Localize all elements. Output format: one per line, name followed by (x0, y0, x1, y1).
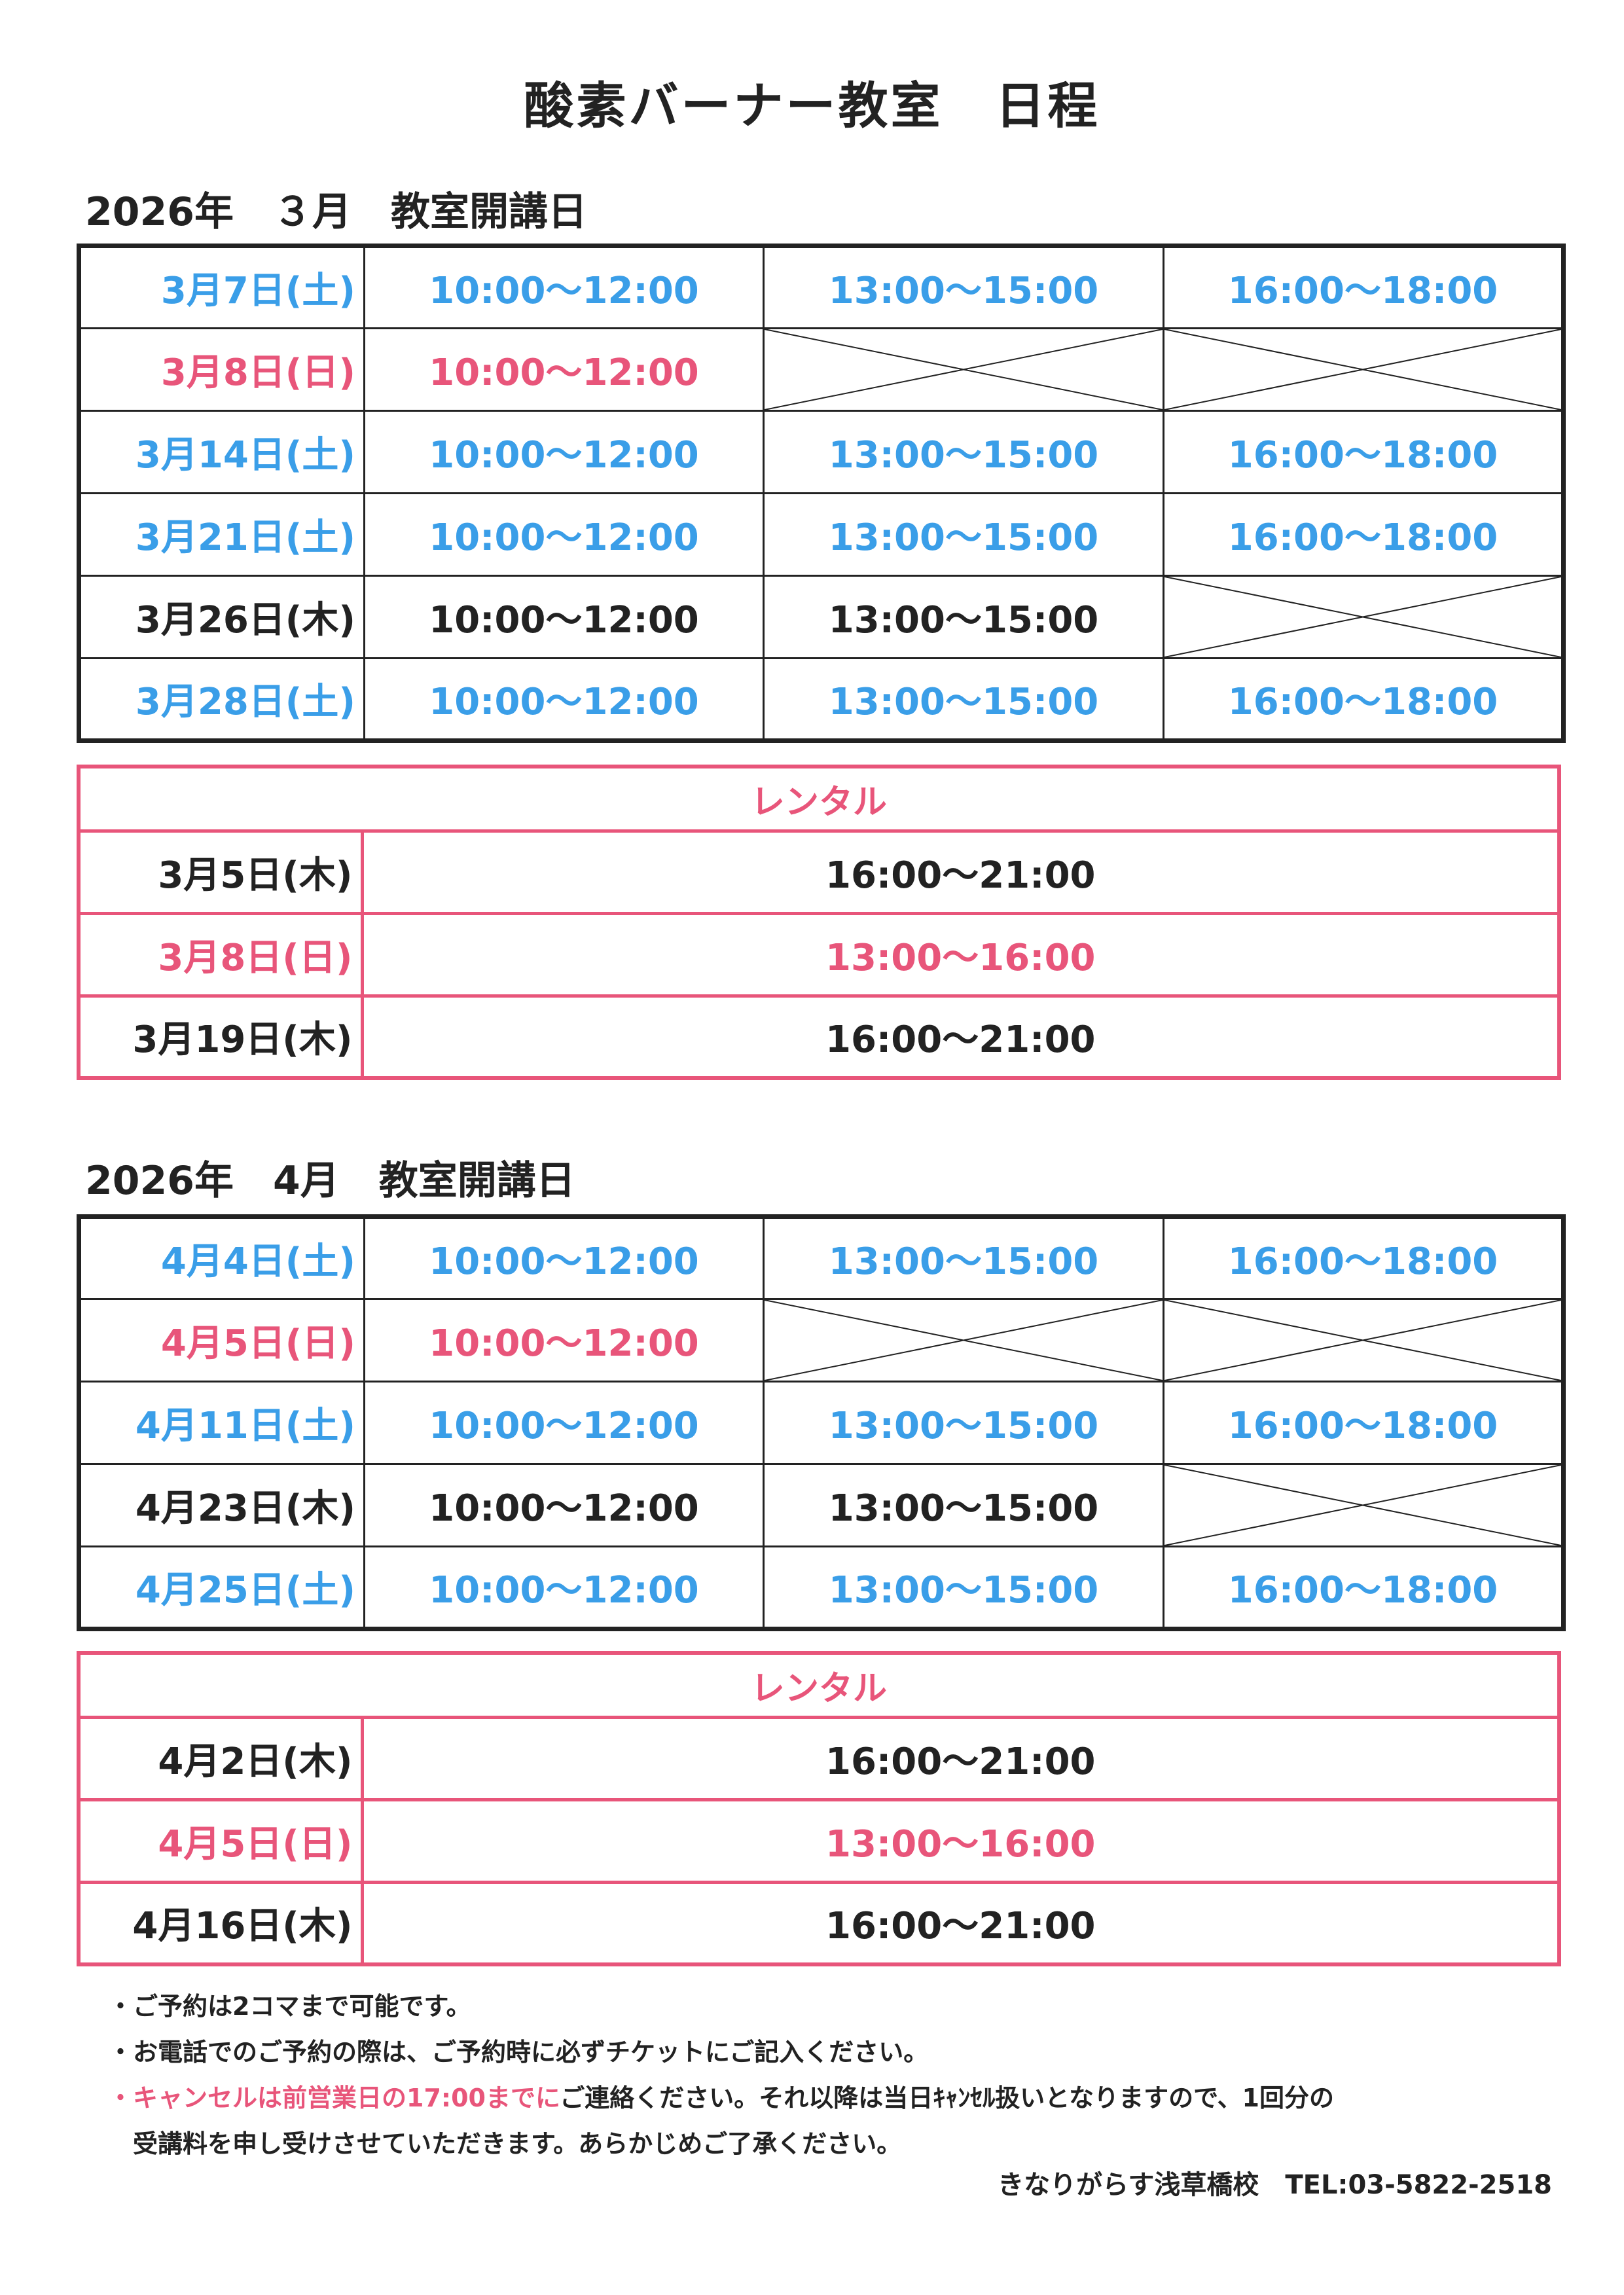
time-slot: 10:00～12:00 (363, 1298, 765, 1382)
schedule-row: 4月4日(土) 10:00～12:00 13:00～15:00 16:00～18:00 (78, 1216, 1564, 1300)
page-title: 酸素バーナー教室 日程 (524, 77, 1100, 135)
schedule-date: 4月4日(土) (78, 1216, 365, 1300)
time-slot: 13:00～15:00 (763, 1381, 1164, 1465)
rental-header-row: レンタル (77, 1651, 1561, 1719)
time-slot-unavailable (1163, 1298, 1564, 1382)
rental-time: 13:00～16:00 (360, 1798, 1561, 1884)
time-slot: 10:00～12:00 (363, 245, 765, 329)
rental-row: 3月5日(木) 16:00～21:00 (77, 829, 1561, 915)
cancellation-deadline: キャンセルは前営業日の17:00までに (133, 2084, 560, 2112)
rental-date: 4月5日(日) (77, 1798, 364, 1884)
schedule-date: 3月14日(土) (78, 410, 365, 494)
schedule-row: 3月26日(木) 10:00～12:00 13:00～15:00 (78, 575, 1564, 659)
rental-title: レンタル (77, 765, 1561, 833)
rental-date: 3月8日(日) (77, 911, 364, 998)
march-heading: 2026年 ３月 教室開講日 (85, 189, 587, 235)
rental-time: 13:00～16:00 (360, 911, 1561, 998)
rental-date: 3月19日(木) (77, 994, 364, 1080)
note-cancellation: ・キャンセルは前営業日の17:00までにご連絡ください。それ以降は当日ｷｬﾝｾﾙ… (108, 2075, 1334, 2121)
rental-row: 3月19日(木) 16:00～21:00 (77, 994, 1561, 1080)
schedule-date: 4月5日(日) (78, 1298, 365, 1382)
schedule-row: 3月7日(土) 10:00～12:00 13:00～15:00 16:00～18:00 (78, 245, 1564, 329)
time-slot: 10:00～12:00 (363, 657, 765, 742)
schedule-date: 3月21日(土) (78, 492, 365, 577)
note-phone-booking: ・お電話でのご予約の際は、ご予約時に必ずチケットにご記入ください。 (108, 2038, 929, 2067)
schedule-row: 4月11日(土) 10:00～12:00 13:00～15:00 16:00～18:0… (78, 1381, 1564, 1465)
time-slot: 10:00～12:00 (363, 1381, 765, 1465)
time-slot: 13:00～15:00 (763, 410, 1164, 494)
schedule-row: 3月8日(日) 10:00～12:00 (78, 327, 1564, 412)
rental-time: 16:00～21:00 (360, 994, 1561, 1080)
time-slot-unavailable (1163, 327, 1564, 412)
rental-date: 4月2日(木) (77, 1715, 364, 1801)
time-slot-unavailable (1163, 1463, 1564, 1547)
march-rental-table: レンタル 3月5日(木) 16:00～21:00 3月8日(日) 13:00～16:00… (77, 765, 1561, 1080)
rental-row: 3月8日(日) 13:00～16:00 (77, 911, 1561, 998)
time-slot: 16:00～18:00 (1163, 657, 1564, 742)
notes: ・ご予約は2コマまで可能です。 ・お電話でのご予約の際は、ご予約時に必ずチケット… (108, 1983, 1334, 2167)
rental-date: 3月5日(木) (77, 829, 364, 915)
schedule-row: 4月23日(木) 10:00～12:00 13:00～15:00 (78, 1463, 1564, 1547)
time-slot: 16:00～18:00 (1163, 1381, 1564, 1465)
time-slot: 13:00～15:00 (763, 1216, 1164, 1300)
schedule-row: 4月5日(日) 10:00～12:00 (78, 1298, 1564, 1382)
time-slot: 13:00～15:00 (763, 1545, 1164, 1630)
time-slot: 10:00～12:00 (363, 410, 765, 494)
unavailable-cross-icon (765, 329, 1163, 410)
time-slot: 16:00～18:00 (1163, 492, 1564, 577)
time-slot: 16:00～18:00 (1163, 245, 1564, 329)
time-slot: 10:00～12:00 (363, 1216, 765, 1300)
rental-title: レンタル (77, 1651, 1561, 1719)
rental-row: 4月16日(木) 16:00～21:00 (77, 1880, 1561, 1966)
time-slot: 13:00～15:00 (763, 657, 1164, 742)
time-slot: 13:00～15:00 (763, 1463, 1164, 1547)
april-heading: 2026年 4月 教室開講日 (85, 1158, 575, 1204)
time-slot: 16:00～18:00 (1163, 1545, 1564, 1630)
march-schedule-table: 3月7日(土) 10:00～12:00 13:00～15:00 16:00～18:00… (77, 244, 1566, 743)
schedule-date: 3月8日(日) (78, 327, 365, 412)
schedule-date: 3月26日(木) (78, 575, 365, 659)
schedule-row: 4月25日(土) 10:00～12:00 13:00～15:00 16:00～18:0… (78, 1545, 1564, 1630)
april-schedule-table: 4月4日(土) 10:00～12:00 13:00～15:00 16:00～18:00… (77, 1214, 1566, 1631)
unavailable-cross-icon (1164, 1300, 1561, 1381)
unavailable-cross-icon (1164, 1465, 1561, 1545)
time-slot: 13:00～15:00 (763, 492, 1164, 577)
time-slot: 10:00～12:00 (363, 575, 765, 659)
schedule-row: 3月14日(土) 10:00～12:00 13:00～15:00 16:00～18:0… (78, 410, 1564, 494)
rental-row: 4月5日(日) 13:00～16:00 (77, 1798, 1561, 1884)
schedule-row: 3月28日(土) 10:00～12:00 13:00～15:00 16:00～18:0… (78, 657, 1564, 742)
unavailable-cross-icon (765, 1300, 1163, 1381)
time-slot: 16:00～18:00 (1163, 1216, 1564, 1300)
time-slot: 13:00～15:00 (763, 575, 1164, 659)
rental-time: 16:00～21:00 (360, 1715, 1561, 1801)
rental-time: 16:00～21:00 (360, 1880, 1561, 1966)
schedule-row: 3月21日(土) 10:00～12:00 13:00～15:00 16:00～18:0… (78, 492, 1564, 577)
unavailable-cross-icon (1164, 577, 1561, 657)
time-slot: 13:00～15:00 (763, 245, 1164, 329)
schedule-date: 3月28日(土) (78, 657, 365, 742)
note-booking-limit: ・ご予約は2コマまで可能です。 (108, 1992, 471, 2021)
schedule-date: 4月23日(木) (78, 1463, 365, 1547)
time-slot: 16:00～18:00 (1163, 410, 1564, 494)
time-slot: 10:00～12:00 (363, 1463, 765, 1547)
time-slot-unavailable (763, 1298, 1164, 1382)
cancellation-text: ご連絡ください。それ以降は当日ｷｬﾝｾﾙ扱いとなりますので、1回分の (560, 2084, 1335, 2112)
april-rental-table: レンタル 4月2日(木) 16:00～21:00 4月5日(日) 13:00～16:00… (77, 1651, 1561, 1966)
time-slot: 10:00～12:00 (363, 327, 765, 412)
rental-header-row: レンタル (77, 765, 1561, 833)
schedule-date: 4月25日(土) (78, 1545, 365, 1630)
rental-row: 4月2日(木) 16:00～21:00 (77, 1715, 1561, 1801)
rental-date: 4月16日(木) (77, 1880, 364, 1966)
time-slot-unavailable (1163, 575, 1564, 659)
note-cancellation-fee: 受講料を申し受けさせていただきます。あらかじめご了承ください。 (108, 2129, 902, 2158)
bullet: ・ (108, 2084, 134, 2112)
time-slot: 10:00～12:00 (363, 492, 765, 577)
time-slot: 10:00～12:00 (363, 1545, 765, 1630)
time-slot-unavailable (763, 327, 1164, 412)
schedule-date: 4月11日(土) (78, 1381, 365, 1465)
school-contact: きなりがらす浅草橋校 TEL:03-5822-2518 (998, 2170, 1552, 2200)
schedule-date: 3月7日(土) (78, 245, 365, 329)
rental-time: 16:00～21:00 (360, 829, 1561, 915)
unavailable-cross-icon (1164, 329, 1561, 410)
